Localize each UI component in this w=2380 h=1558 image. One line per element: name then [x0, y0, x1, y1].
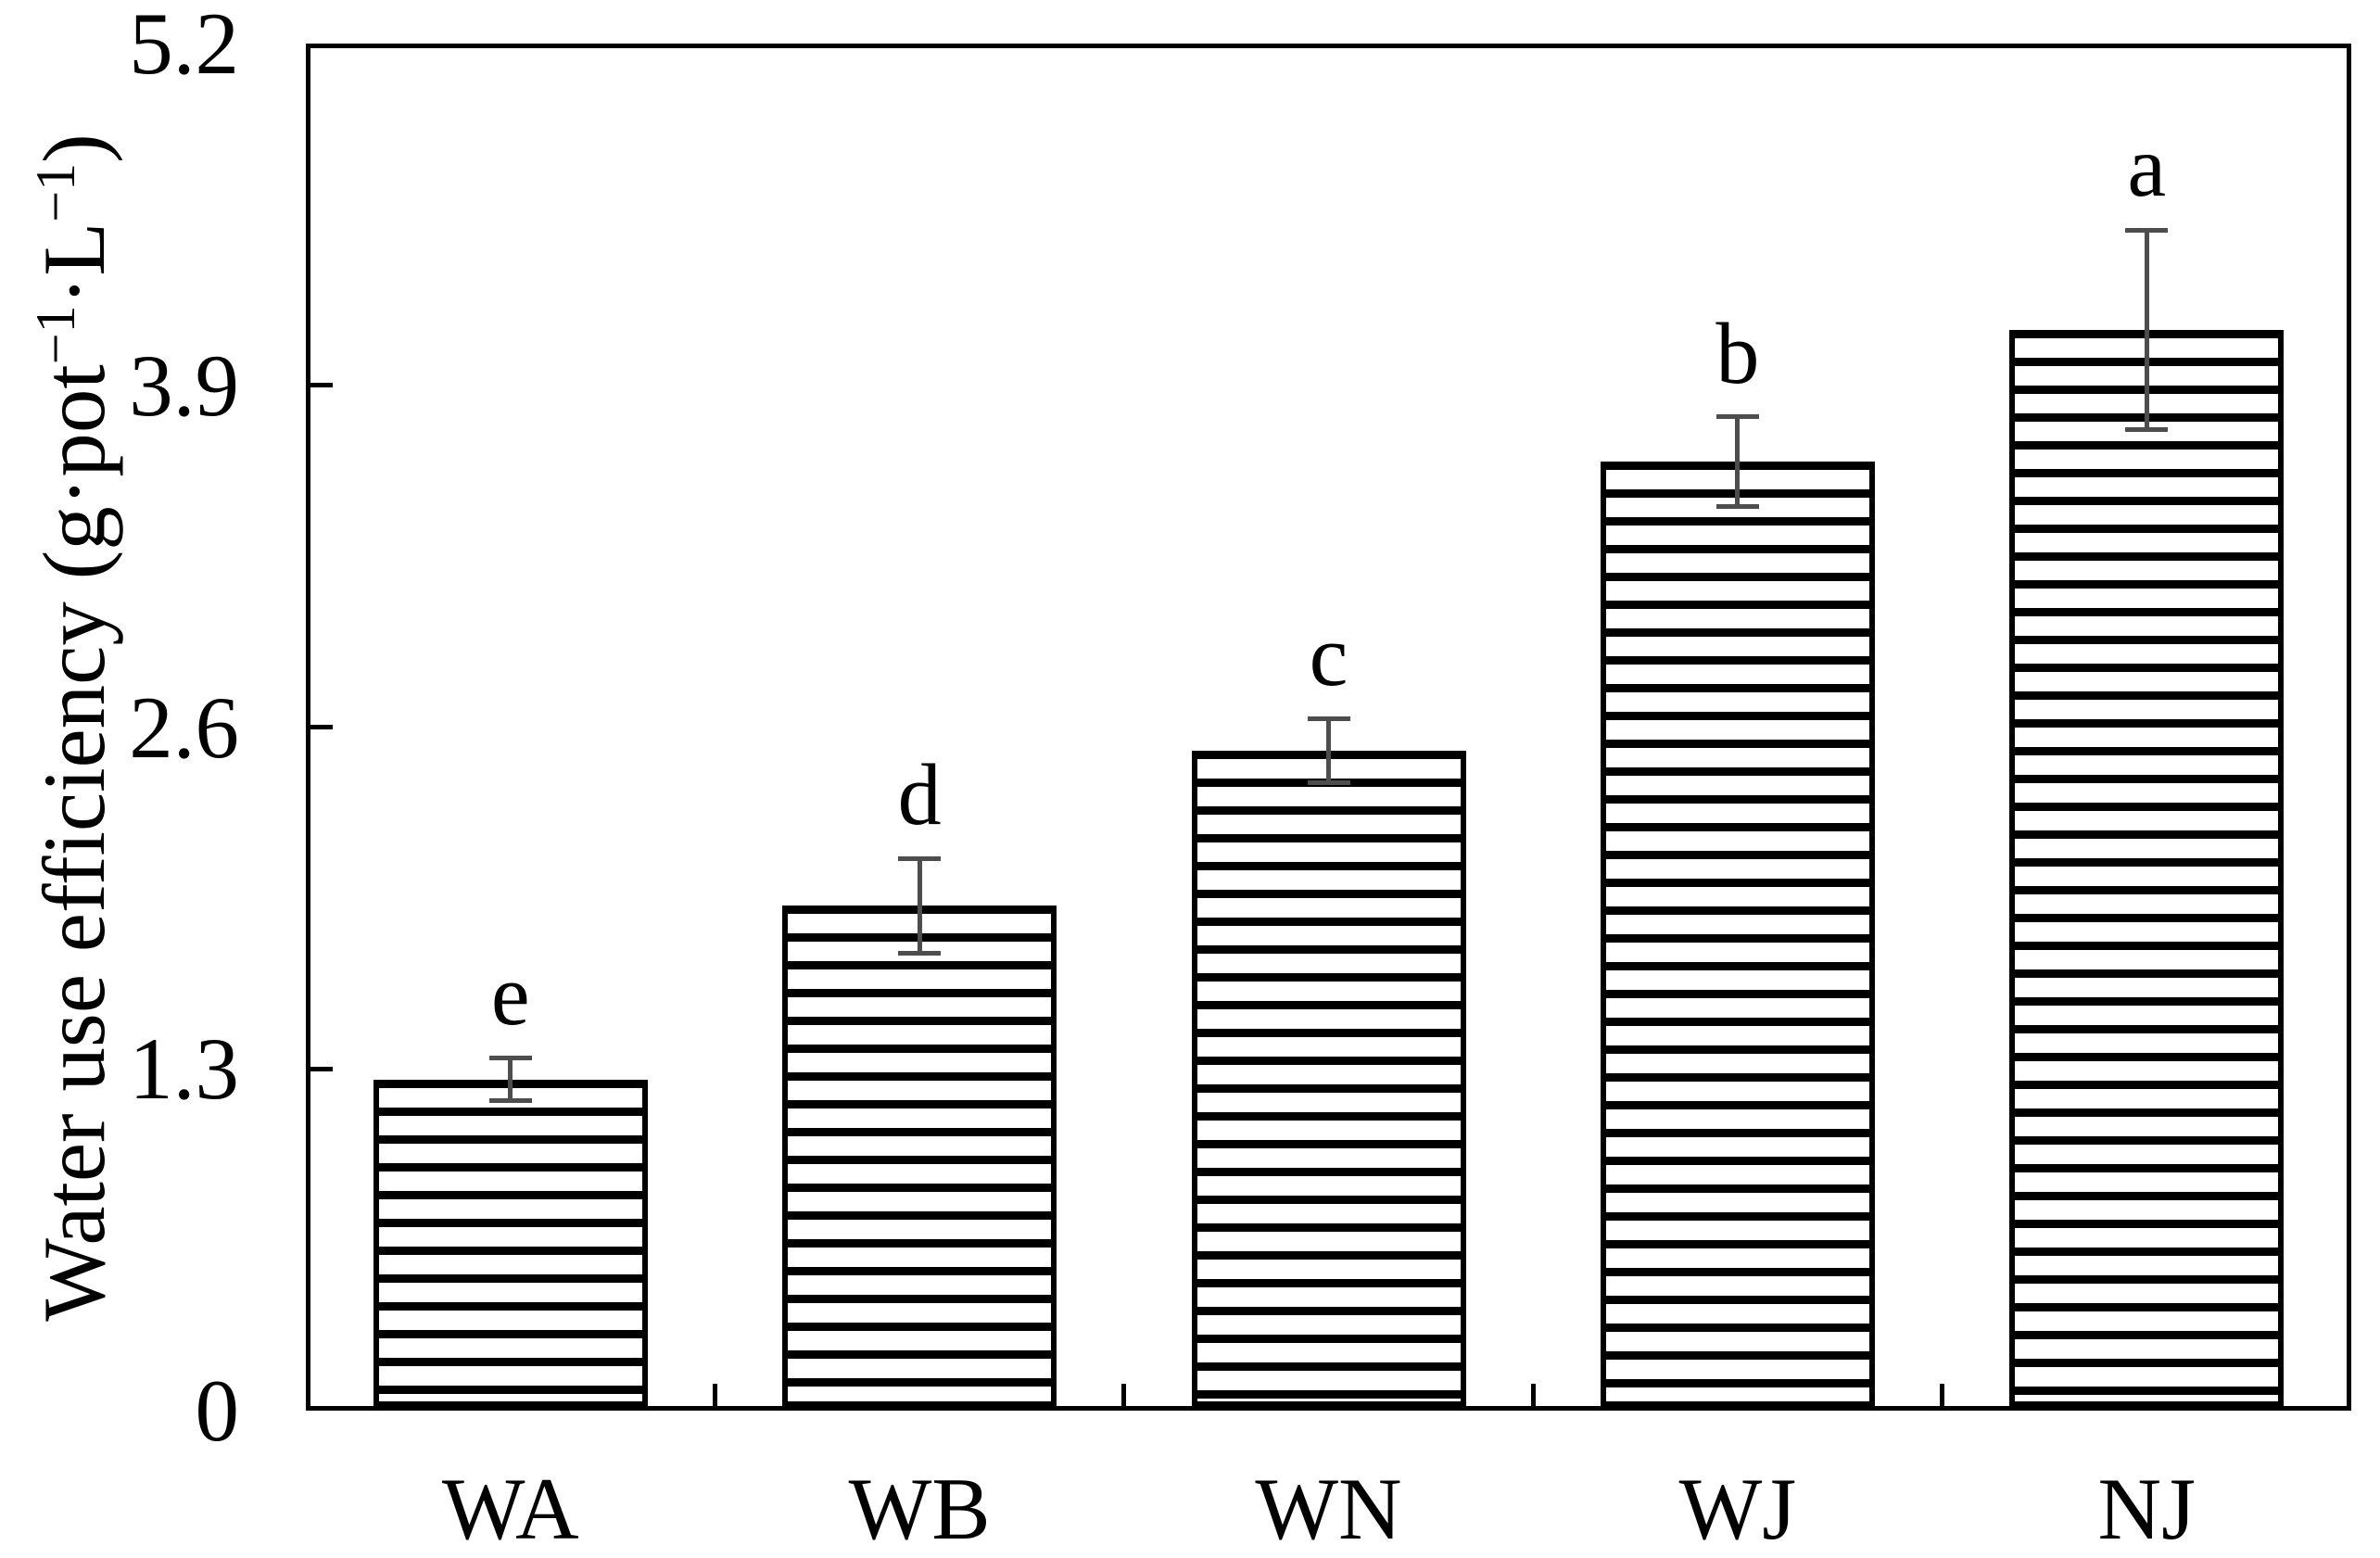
bar-wb	[782, 906, 1057, 1411]
significance-letter: a	[2127, 119, 2167, 216]
x-tick-mark	[1121, 1384, 1127, 1406]
bar-wn	[1191, 751, 1466, 1411]
x-category-label: WJ	[1678, 1460, 1797, 1558]
error-bar-cap-bottom	[1715, 503, 1759, 509]
error-bar-cap-bottom	[2125, 427, 2169, 433]
y-tick-mark	[310, 383, 333, 388]
x-tick-mark	[712, 1384, 717, 1406]
y-tick-label: 3.9	[129, 336, 239, 435]
x-tick-mark	[1940, 1384, 1945, 1406]
y-tick-mark	[310, 1066, 333, 1071]
error-bar-cap-top	[1715, 414, 1759, 420]
error-bar-line	[1326, 718, 1331, 783]
error-bar-line	[2144, 230, 2149, 430]
y-axis-title-superscript: −1	[25, 162, 86, 222]
y-tick-mark	[310, 725, 333, 729]
error-bar-cap-bottom	[898, 950, 942, 956]
bar-wj	[1600, 462, 1875, 1411]
significance-letter: d	[897, 747, 942, 844]
y-tick-label: 5.2	[129, 0, 239, 93]
bar-nj	[2009, 330, 2285, 1411]
x-category-label: WA	[441, 1460, 579, 1558]
error-bar-line	[1735, 416, 1741, 507]
error-bar-line	[917, 858, 922, 954]
significance-letter: b	[1715, 305, 1760, 402]
error-bar-cap-bottom	[1307, 779, 1350, 785]
y-axis-title-text: ·L	[25, 222, 123, 306]
x-category-label: NJ	[2097, 1460, 2196, 1558]
error-bar-cap-top	[1307, 716, 1350, 722]
significance-letter: e	[490, 946, 530, 1044]
error-bar-cap-bottom	[488, 1097, 532, 1103]
error-bar-cap-top	[488, 1056, 532, 1061]
error-bar-cap-top	[898, 855, 942, 861]
y-tick-label: 2.6	[129, 678, 239, 777]
significance-letter: c	[1309, 607, 1348, 704]
x-category-label: WN	[1255, 1460, 1402, 1558]
error-bar-cap-top	[2125, 227, 2169, 233]
bar-wa	[373, 1079, 648, 1411]
x-tick-mark	[1530, 1384, 1536, 1406]
y-tick-label: 0	[195, 1362, 240, 1460]
x-category-label: WB	[848, 1460, 991, 1558]
error-bar-line	[508, 1058, 513, 1101]
y-axis-title-text: )	[25, 133, 123, 163]
y-tick-label: 1.3	[129, 1020, 239, 1119]
y-axis-title-text: Water use efficiency (g·pot	[25, 364, 123, 1322]
